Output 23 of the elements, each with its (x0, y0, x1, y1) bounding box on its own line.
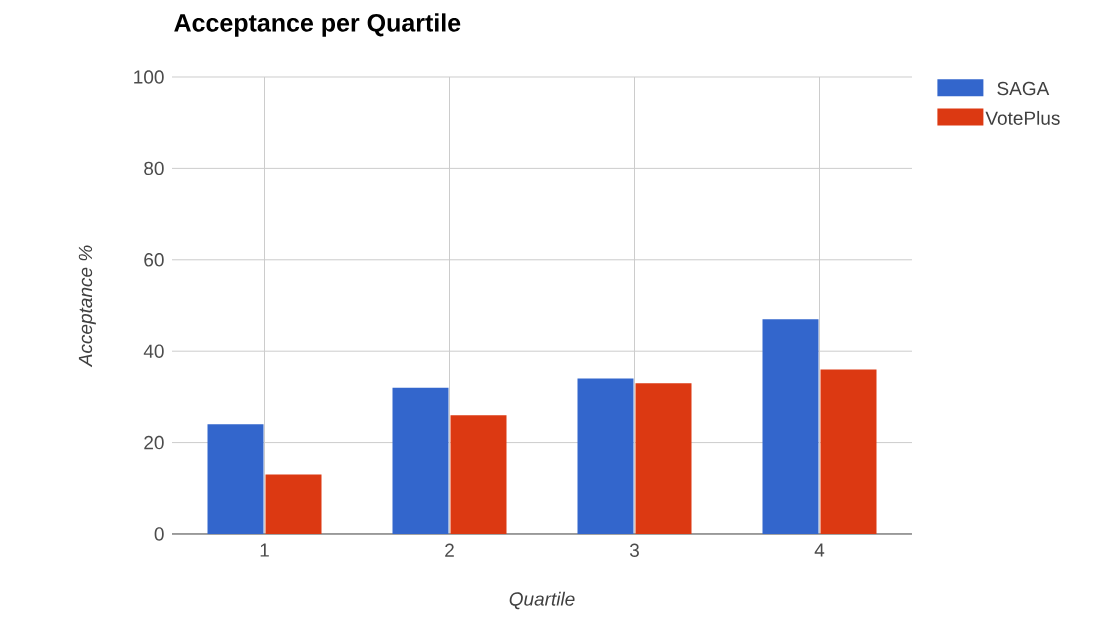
y-tick-label: 20 (144, 435, 164, 450)
legend-label: VotePlus (985, 110, 1060, 125)
bar (392, 387, 449, 534)
y-axis-title: Acceptance % (78, 245, 96, 368)
bar (207, 424, 264, 534)
bar (450, 415, 507, 534)
y-tick-label: 0 (154, 527, 164, 541)
y-tick-label: 40 (143, 344, 164, 358)
chart-title: Acceptance per Quartile (174, 13, 461, 37)
x-tick-label: 1 (260, 543, 269, 557)
bar (265, 474, 322, 534)
y-tick-label: 60 (144, 253, 164, 267)
x-axis-title: Quartile (509, 591, 575, 610)
y-tick-label: 100 (134, 70, 164, 84)
x-tick-label: 4 (814, 543, 825, 557)
y-tick-label: 80 (144, 161, 164, 176)
legend-label: SAGA (997, 81, 1050, 96)
x-tick-label: 3 (629, 543, 639, 557)
x-tick-label: 2 (445, 543, 454, 557)
bar (577, 378, 634, 534)
bar (635, 383, 692, 534)
bar (820, 369, 877, 534)
bar (762, 319, 819, 534)
